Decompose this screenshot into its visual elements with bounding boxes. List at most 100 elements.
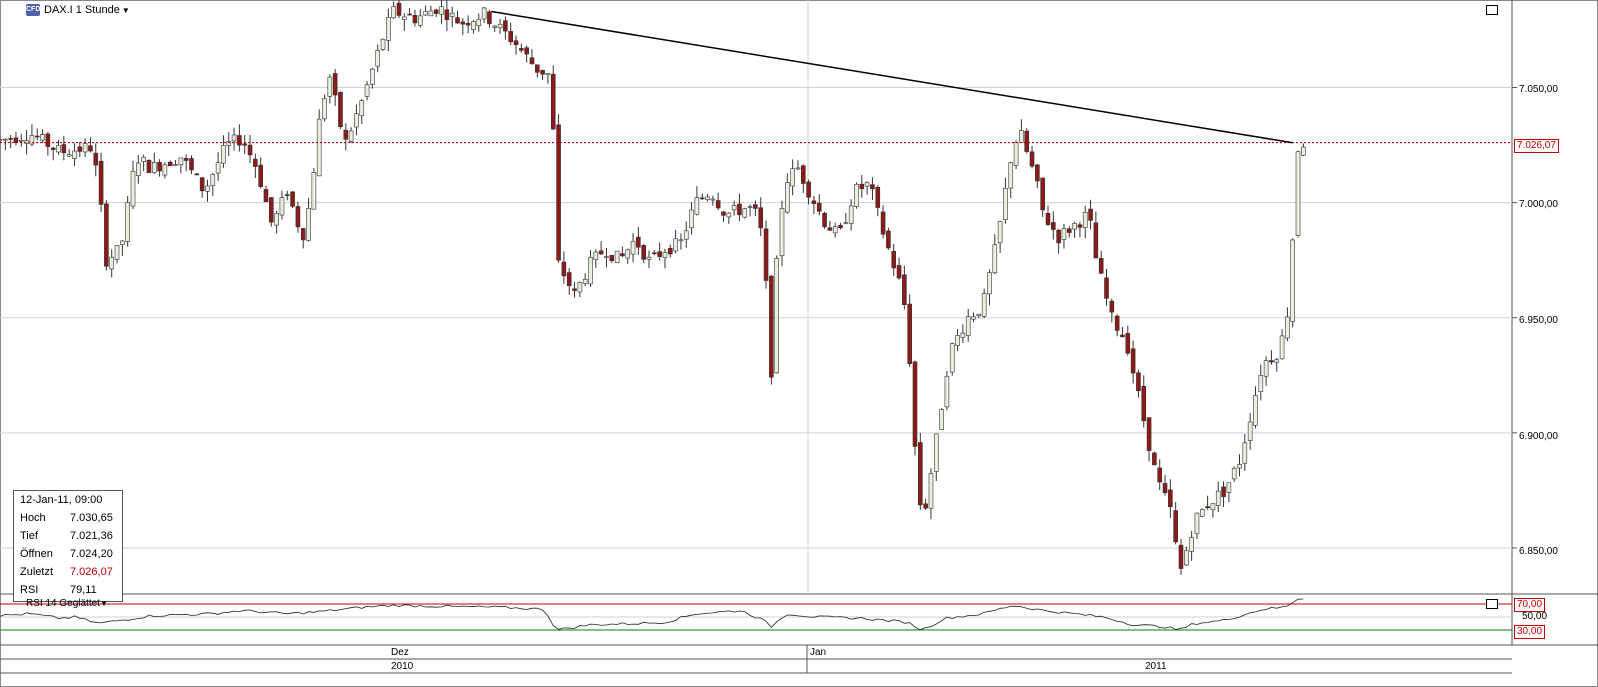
- candle-body: [550, 73, 556, 130]
- candle-body: [646, 256, 652, 260]
- candle-body: [354, 113, 359, 128]
- candle-body: [72, 150, 77, 159]
- candle-body: [1093, 222, 1099, 259]
- candle-body: [742, 208, 748, 218]
- candle-body: [423, 10, 428, 16]
- info-label: RSI: [20, 584, 39, 596]
- candle-body: [960, 332, 966, 338]
- candle-body: [1295, 151, 1301, 236]
- candle-body: [726, 212, 732, 218]
- candle-body: [1152, 452, 1157, 466]
- maximize-icon[interactable]: [1486, 5, 1498, 15]
- candle-body: [662, 252, 668, 258]
- info-row-rsi: RSI 79,11: [14, 581, 122, 599]
- info-row-high: Hoch 7.030,65: [14, 509, 122, 527]
- candle-body: [412, 15, 418, 24]
- candle-body: [178, 157, 184, 166]
- candle-body: [1056, 229, 1061, 244]
- rsi-maximize-icon[interactable]: [1486, 599, 1498, 609]
- candle-body: [997, 221, 1003, 244]
- candle-body: [694, 197, 700, 215]
- info-value: 7.026,07: [70, 566, 113, 578]
- candle-body: [215, 162, 221, 174]
- candle-body: [540, 69, 545, 75]
- candle-body: [806, 181, 811, 198]
- candle-body: [407, 13, 412, 16]
- rsi-series-line: [0, 598, 1304, 631]
- candle-body: [1125, 333, 1131, 354]
- candle-body: [636, 236, 641, 248]
- candle-body: [657, 251, 662, 257]
- candle-body: [1136, 372, 1141, 392]
- candle-body: [439, 6, 444, 15]
- candle-body: [1077, 224, 1083, 228]
- candle-body: [870, 184, 875, 190]
- candle-body: [944, 375, 950, 408]
- candle-body: [737, 203, 742, 216]
- candle-body: [1141, 385, 1147, 422]
- candle-body: [678, 239, 684, 242]
- candle-body: [162, 164, 168, 176]
- candle-body: [1051, 222, 1056, 230]
- candle-body: [189, 158, 194, 171]
- candle-body: [981, 293, 987, 317]
- candle-body: [1168, 489, 1173, 508]
- candle-body: [125, 202, 130, 242]
- info-label: Hoch: [20, 512, 46, 524]
- candle-body: [508, 31, 513, 43]
- candle-body: [545, 73, 551, 76]
- candle-body: [1237, 464, 1242, 469]
- candle-body: [859, 183, 865, 190]
- candle-body: [300, 228, 306, 241]
- candle-body: [455, 17, 460, 24]
- candle-body: [98, 160, 104, 205]
- dropdown-caret-icon: ▼: [121, 5, 130, 15]
- candle-body: [1120, 334, 1125, 338]
- candle-body: [513, 40, 519, 46]
- candle-body: [965, 316, 971, 336]
- candle-body: [598, 250, 604, 255]
- info-row-last: Zuletzt 7.026,07: [14, 563, 122, 581]
- rsi-indicator-selector[interactable]: RSI 14 Geglättet▼: [26, 598, 108, 609]
- info-value: 7.030,65: [70, 512, 113, 524]
- candle-body: [753, 204, 758, 209]
- candle-body: [332, 73, 338, 96]
- candle-body: [1130, 348, 1136, 374]
- instrument-selector[interactable]: CFD DAX.I 1 Stunde ▼: [26, 4, 130, 16]
- candle-body: [343, 129, 349, 140]
- candle-body: [721, 211, 726, 216]
- candle-body: [875, 186, 881, 208]
- candle-body: [237, 135, 242, 146]
- candle-body: [630, 240, 636, 255]
- candle-body: [481, 7, 487, 20]
- candle-body: [1210, 503, 1216, 511]
- info-label: Öffnen: [20, 548, 53, 560]
- candle-body: [1003, 187, 1008, 221]
- info-label: Zuletzt: [20, 566, 54, 578]
- candle-body: [939, 409, 944, 430]
- candle-body: [519, 48, 524, 51]
- candle-body: [1285, 316, 1290, 339]
- y-tick-label: 6.850,00: [1519, 546, 1558, 557]
- candle-body: [992, 244, 998, 274]
- candle-body: [263, 189, 269, 203]
- candle-body: [284, 194, 290, 196]
- candle-body: [503, 20, 508, 32]
- candle-body: [1114, 315, 1120, 331]
- candle-body: [779, 208, 785, 257]
- candle-body: [391, 6, 396, 19]
- candle-body: [497, 23, 503, 29]
- candle-body: [843, 222, 849, 224]
- candle-body: [3, 138, 8, 141]
- candle-body: [1263, 360, 1269, 377]
- candle-body: [226, 141, 232, 146]
- candle-body: [1269, 360, 1274, 363]
- candle-body: [1184, 550, 1189, 566]
- candle-body: [561, 261, 567, 277]
- candle-body: [838, 225, 843, 229]
- candle-body: [987, 272, 992, 295]
- candle-body: [641, 245, 646, 260]
- candle-body: [258, 164, 263, 187]
